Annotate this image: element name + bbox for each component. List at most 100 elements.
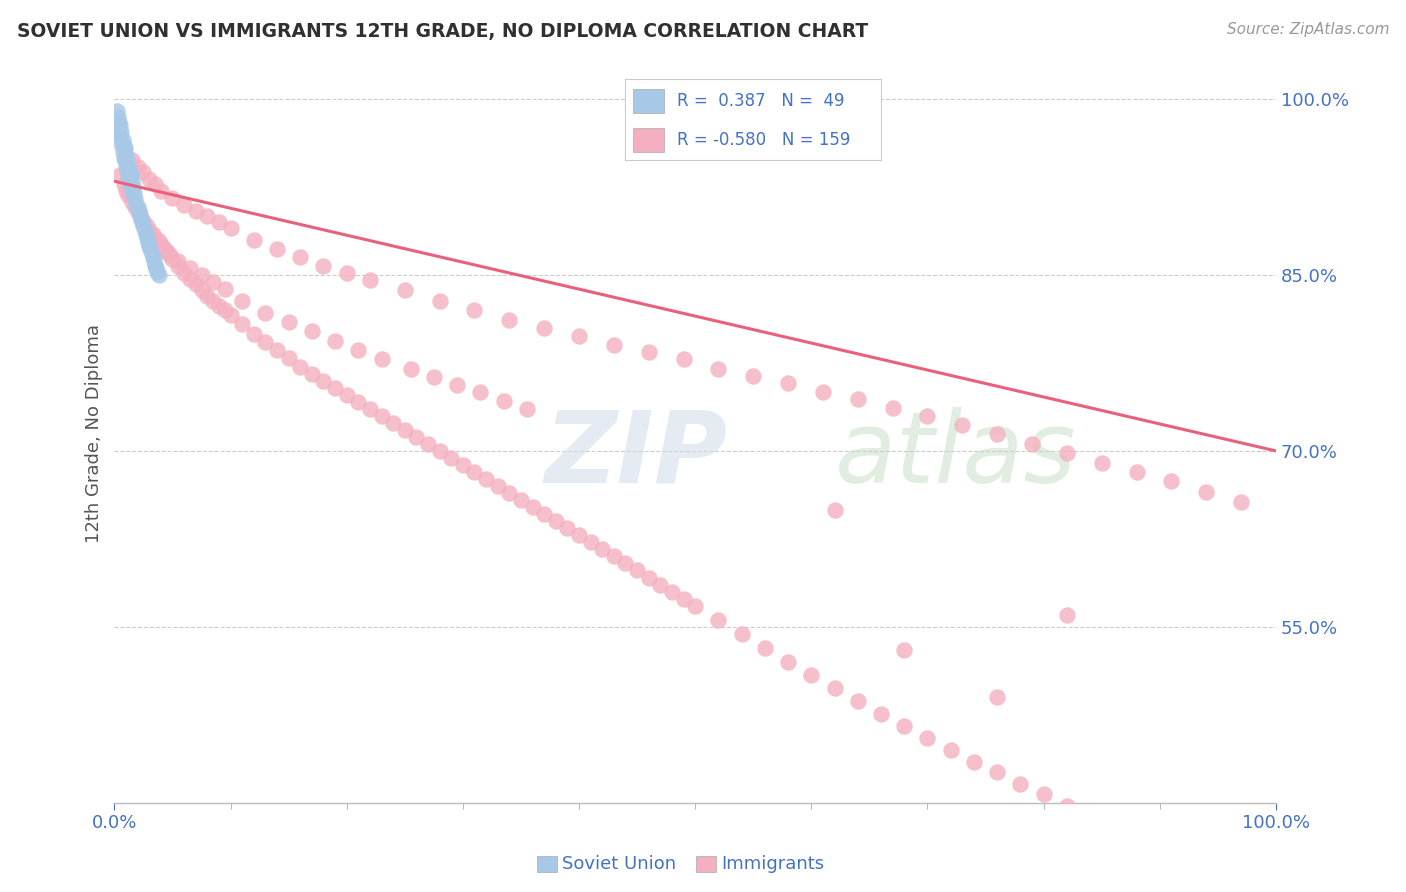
Point xyxy=(148,234,170,248)
Point xyxy=(463,465,485,479)
Point xyxy=(121,195,143,210)
Point xyxy=(128,203,150,218)
Point xyxy=(1010,777,1032,791)
Point xyxy=(136,235,159,250)
Point xyxy=(463,303,485,318)
Point xyxy=(336,387,359,401)
Point xyxy=(1171,854,1194,868)
Point xyxy=(162,191,184,205)
Point xyxy=(142,254,165,268)
Point xyxy=(117,172,139,186)
Point xyxy=(579,535,602,549)
Text: Soviet Union: Soviet Union xyxy=(562,855,676,873)
Point xyxy=(112,139,135,153)
Point xyxy=(754,640,776,655)
Point xyxy=(139,242,162,256)
Point xyxy=(120,169,142,183)
Point xyxy=(114,153,136,168)
Point xyxy=(208,299,231,313)
Text: SOVIET UNION VS IMMIGRANTS 12TH GRADE, NO DIPLOMA CORRELATION CHART: SOVIET UNION VS IMMIGRANTS 12TH GRADE, N… xyxy=(17,22,868,41)
Point xyxy=(135,227,157,241)
Point xyxy=(544,514,567,528)
Point xyxy=(129,210,152,224)
Point xyxy=(110,125,132,139)
Point xyxy=(254,334,277,349)
Point xyxy=(591,542,613,557)
Point xyxy=(1056,607,1078,622)
Point xyxy=(557,521,579,535)
Point xyxy=(179,271,201,285)
Point xyxy=(208,215,231,229)
Point xyxy=(159,248,181,262)
Point xyxy=(882,401,904,415)
Point xyxy=(122,180,145,194)
Point xyxy=(336,266,359,280)
Point xyxy=(195,210,218,224)
Point xyxy=(846,392,869,407)
Point xyxy=(359,401,381,416)
Point xyxy=(917,409,939,423)
Point xyxy=(661,584,683,599)
Point xyxy=(153,241,176,255)
Point xyxy=(516,401,538,416)
Point xyxy=(132,165,155,179)
Point xyxy=(112,151,135,165)
Point xyxy=(142,227,165,241)
Point xyxy=(800,668,823,682)
Point xyxy=(470,385,492,400)
Point xyxy=(195,289,218,303)
Point xyxy=(122,186,145,200)
Point xyxy=(1241,886,1264,892)
Point xyxy=(129,211,152,226)
Point xyxy=(124,200,146,214)
Point xyxy=(156,244,179,259)
Point xyxy=(108,116,131,130)
Point xyxy=(136,219,159,233)
Point xyxy=(138,172,160,186)
Point xyxy=(131,215,153,229)
Point xyxy=(162,252,184,266)
Point xyxy=(219,308,242,322)
Point xyxy=(146,264,169,278)
Point xyxy=(277,315,299,329)
Point xyxy=(149,237,172,252)
Point xyxy=(1125,833,1147,847)
Point xyxy=(672,591,695,606)
Point xyxy=(683,599,706,613)
Point xyxy=(1102,822,1125,836)
Point xyxy=(243,233,266,247)
Point xyxy=(312,259,335,273)
Text: ZIP: ZIP xyxy=(544,407,727,504)
Point xyxy=(986,765,1008,780)
Point xyxy=(138,223,160,237)
Point xyxy=(446,378,468,392)
Point xyxy=(893,643,915,657)
Point xyxy=(219,221,242,235)
Point xyxy=(986,690,1008,704)
Point xyxy=(323,381,346,395)
Point xyxy=(149,184,172,198)
Point xyxy=(1125,465,1147,479)
Point xyxy=(105,103,128,118)
Point xyxy=(650,577,672,591)
Point xyxy=(870,706,893,721)
Point xyxy=(110,169,132,183)
Point xyxy=(117,188,139,202)
Point xyxy=(637,570,659,584)
Point xyxy=(1021,437,1043,451)
Point xyxy=(1195,485,1218,500)
Point xyxy=(429,444,451,458)
Point xyxy=(986,427,1008,442)
Point xyxy=(117,160,139,174)
Point xyxy=(405,430,427,444)
Point xyxy=(115,184,138,198)
Point xyxy=(707,613,730,627)
Point xyxy=(231,318,253,332)
Point xyxy=(312,374,335,388)
Point xyxy=(498,486,520,500)
Point xyxy=(118,165,141,179)
Point xyxy=(202,293,225,308)
Point xyxy=(742,368,765,383)
Point xyxy=(114,141,136,155)
Point xyxy=(347,343,370,357)
